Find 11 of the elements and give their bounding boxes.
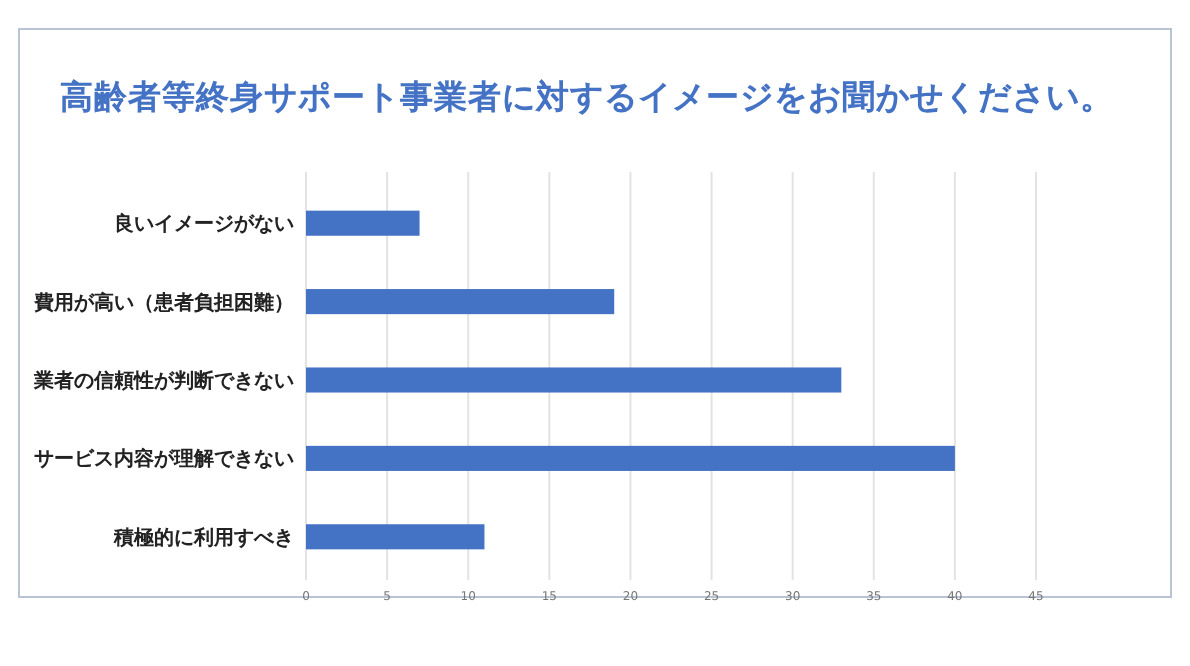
y-tick-label: サービス内容が理解できない	[34, 447, 294, 472]
y-tick-label: 積極的に利用すべき	[112, 525, 294, 550]
y-tick-label: 費用が高い（患者負担困難）	[32, 290, 294, 315]
y-tick-label: 良いイメージがない	[114, 212, 294, 237]
bar	[306, 524, 485, 550]
y-tick-label: 業者の信頼性が判断できない	[32, 369, 294, 393]
bar	[306, 445, 955, 471]
bar	[306, 289, 615, 315]
chart-title: 高齢者等終身サポート事業者に対するイメージをお聞かせください。	[60, 78, 1114, 116]
bar	[306, 367, 842, 393]
bar	[306, 210, 420, 236]
